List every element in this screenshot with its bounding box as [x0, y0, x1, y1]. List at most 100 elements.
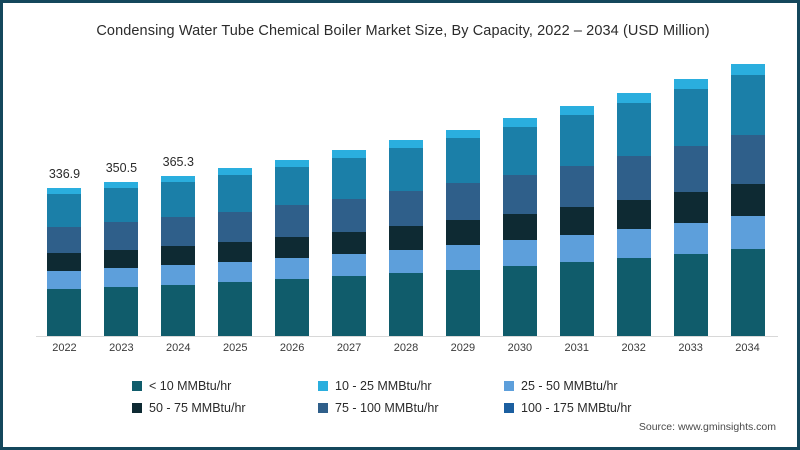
- bar-segment[interactable]: [445, 183, 480, 221]
- bar-segment[interactable]: [161, 284, 196, 336]
- bar-segment[interactable]: [332, 276, 367, 336]
- bar-segment[interactable]: [673, 78, 708, 90]
- bar-segment[interactable]: [559, 262, 594, 336]
- bar-segment[interactable]: [616, 199, 651, 229]
- bar-segment[interactable]: [161, 265, 196, 285]
- bar-segment[interactable]: [218, 174, 253, 212]
- bar-segment[interactable]: [275, 279, 310, 336]
- bar-segment[interactable]: [389, 148, 423, 192]
- bar-segment[interactable]: [502, 266, 537, 336]
- bar-segment[interactable]: [730, 64, 765, 75]
- bar-segment[interactable]: [389, 273, 423, 336]
- bar-segment[interactable]: [559, 207, 594, 235]
- bar-segment[interactable]: [104, 268, 139, 287]
- bar-segment[interactable]: [389, 140, 423, 149]
- bar-segment[interactable]: [673, 191, 708, 223]
- bar-segment[interactable]: [730, 134, 765, 184]
- bar-segment[interactable]: [104, 222, 139, 250]
- bar-segment[interactable]: [218, 282, 253, 336]
- bar-segment[interactable]: [275, 237, 310, 259]
- bar-group[interactable]: [502, 64, 537, 336]
- legend-swatch-icon: [132, 403, 142, 413]
- page-title: Condensing Water Tube Chemical Boiler Ma…: [96, 23, 710, 39]
- bar-group[interactable]: [218, 64, 253, 336]
- bar-segment[interactable]: [730, 216, 765, 249]
- bar-segment[interactable]: [445, 220, 480, 246]
- bar-segment[interactable]: [275, 258, 310, 280]
- bar-segment[interactable]: [445, 245, 480, 270]
- bar-segment[interactable]: [218, 261, 253, 283]
- bar-segment[interactable]: [502, 174, 537, 215]
- bar-segment[interactable]: [161, 217, 196, 247]
- bar-segment[interactable]: [332, 198, 367, 232]
- bar-group[interactable]: [275, 64, 310, 336]
- bar-segment[interactable]: [104, 182, 139, 189]
- bar-group[interactable]: 336.9: [47, 64, 82, 336]
- bar-segment[interactable]: [104, 286, 139, 336]
- bar-segment[interactable]: [616, 228, 651, 258]
- bar-segment[interactable]: [218, 168, 253, 175]
- bar-segment[interactable]: [275, 159, 310, 167]
- bar-segment[interactable]: [218, 241, 253, 262]
- bar-segment[interactable]: [616, 155, 651, 200]
- bar-segment[interactable]: [218, 211, 253, 242]
- bar-segment[interactable]: [616, 92, 651, 103]
- legend-row: 50 - 75 MMBtu/hr 75 - 100 MMBtu/hr 100 - 1…: [132, 397, 692, 419]
- bar-segment[interactable]: [502, 240, 537, 267]
- bar-group[interactable]: [559, 64, 594, 336]
- bar-segment[interactable]: [673, 222, 708, 254]
- legend-item[interactable]: 25 - 50 MMBtu/hr: [504, 375, 690, 397]
- bar-segment[interactable]: [389, 191, 423, 227]
- bar-segment[interactable]: [559, 234, 594, 263]
- legend-item[interactable]: < 10 MMBtu/hr: [132, 375, 318, 397]
- bar-segment[interactable]: [161, 246, 196, 266]
- bar-segment[interactable]: [104, 188, 139, 223]
- legend-item[interactable]: 100 - 175 MMBtu/hr: [504, 397, 690, 419]
- bar-segment[interactable]: [389, 249, 423, 274]
- bar-segment[interactable]: [332, 254, 367, 277]
- bar-segment[interactable]: [502, 127, 537, 175]
- bar-segment[interactable]: [502, 118, 537, 128]
- bar-segment[interactable]: [616, 258, 651, 336]
- legend-item[interactable]: 10 - 25 MMBtu/hr: [318, 375, 504, 397]
- bar-group[interactable]: 350.5: [104, 64, 139, 336]
- bar-group[interactable]: [730, 64, 765, 336]
- bar-segment[interactable]: [104, 249, 139, 269]
- bar-segment[interactable]: [445, 269, 480, 336]
- bar-group[interactable]: [389, 64, 423, 336]
- bar-segment[interactable]: [502, 214, 537, 241]
- bar-segment[interactable]: [332, 157, 367, 199]
- bar-segment[interactable]: [275, 205, 310, 238]
- bar-segment[interactable]: [47, 188, 82, 195]
- bar-segment[interactable]: [445, 138, 480, 184]
- bar-segment[interactable]: [559, 165, 594, 208]
- bar-segment[interactable]: [673, 145, 708, 192]
- bar-segment[interactable]: [559, 106, 594, 116]
- bar-segment[interactable]: [47, 270, 82, 289]
- bar-segment[interactable]: [673, 89, 708, 146]
- bar-segment[interactable]: [47, 226, 82, 254]
- bar-segment[interactable]: [616, 102, 651, 156]
- bar-group[interactable]: [616, 64, 651, 336]
- bar-segment[interactable]: [332, 231, 367, 255]
- bar-segment[interactable]: [47, 194, 82, 227]
- bar-group[interactable]: [673, 64, 708, 336]
- bar-segment[interactable]: [730, 248, 765, 336]
- bar-group[interactable]: [445, 64, 480, 336]
- bar-segment[interactable]: [730, 74, 765, 135]
- bar-segment[interactable]: [47, 288, 82, 336]
- bar-segment[interactable]: [161, 175, 196, 183]
- bar-segment[interactable]: [389, 226, 423, 250]
- bar-segment[interactable]: [559, 115, 594, 166]
- bar-group[interactable]: [332, 64, 367, 336]
- bar-segment[interactable]: [161, 182, 196, 218]
- bar-segment[interactable]: [730, 183, 765, 217]
- bar-segment[interactable]: [275, 166, 310, 206]
- legend-item[interactable]: 75 - 100 MMBtu/hr: [318, 397, 504, 419]
- bar-segment[interactable]: [332, 150, 367, 158]
- bar-segment[interactable]: [673, 253, 708, 336]
- legend-item[interactable]: 50 - 75 MMBtu/hr: [132, 397, 318, 419]
- bar-segment[interactable]: [47, 253, 82, 271]
- bar-segment[interactable]: [445, 129, 480, 139]
- bar-group[interactable]: 365.3: [161, 64, 196, 336]
